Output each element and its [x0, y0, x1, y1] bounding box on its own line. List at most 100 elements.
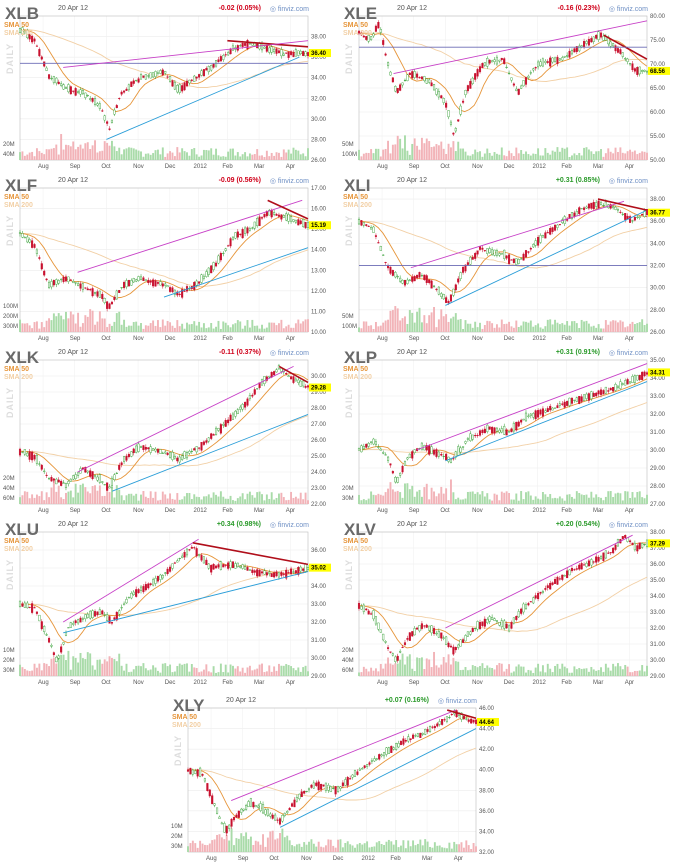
- last-price-box: [648, 208, 670, 217]
- candle-body: [404, 739, 407, 742]
- candle-body: [449, 458, 453, 463]
- candle-body: [377, 622, 380, 630]
- volume-bar: [299, 492, 302, 504]
- candle-body: [645, 209, 649, 216]
- candle-body: [183, 451, 186, 459]
- volume-bar: [481, 663, 484, 676]
- candle-body: [246, 398, 249, 406]
- volume-bar: [442, 316, 445, 332]
- candle-body: [220, 822, 223, 825]
- x-tick-label: 2012: [533, 336, 547, 342]
- candle-body: [462, 100, 465, 103]
- volume-bar: [103, 659, 106, 676]
- candle-body: [534, 67, 537, 69]
- volume-bar: [147, 153, 150, 160]
- volume-bar: [205, 150, 208, 160]
- trend-line-support: [106, 56, 300, 140]
- volume-bar: [505, 668, 508, 676]
- volume-bar: [212, 492, 215, 504]
- y-tick-label: 32.00: [479, 850, 495, 856]
- candle-body: [491, 616, 494, 620]
- candle-body: [181, 555, 184, 558]
- volume-bar: [387, 319, 390, 332]
- sma200-legend: SMA 200: [343, 546, 372, 553]
- volume-bar: [544, 672, 547, 676]
- volume-bar: [169, 493, 172, 504]
- candle-body: [483, 428, 486, 434]
- candle-body: [450, 713, 453, 715]
- candle-body: [411, 276, 414, 282]
- candle-body: [575, 211, 578, 216]
- candle-body: [304, 563, 307, 572]
- volume-bar: [445, 314, 448, 332]
- candle-body: [384, 53, 387, 56]
- x-tick-label: Mar: [254, 164, 264, 170]
- volume-bar: [233, 845, 235, 852]
- volume-bar: [152, 497, 155, 504]
- candle-body: [459, 639, 462, 647]
- volume-bar: [101, 318, 104, 332]
- volume-bar: [329, 839, 332, 852]
- candle-body: [585, 393, 588, 399]
- candle-body: [161, 452, 164, 454]
- volume-bar: [248, 491, 251, 504]
- candle-body: [537, 410, 540, 418]
- volume-bar: [607, 324, 610, 332]
- candle-body: [79, 89, 82, 95]
- volume-bar: [244, 499, 247, 504]
- volume-bar: [413, 671, 416, 676]
- volume-bar: [459, 499, 462, 504]
- candle-body: [486, 618, 489, 624]
- volume-bar: [433, 306, 435, 332]
- volume-bar: [207, 671, 210, 676]
- volume-bar: [624, 153, 627, 160]
- x-tick-label: Oct: [440, 680, 450, 686]
- volume-bar: [452, 141, 455, 160]
- volume-bar: [486, 148, 489, 160]
- candle-body: [244, 402, 247, 408]
- candle-body: [113, 297, 116, 300]
- candle-body: [423, 625, 426, 627]
- volume-bar: [57, 658, 60, 676]
- candle-body: [285, 52, 288, 54]
- volume-bar: [646, 665, 648, 676]
- volume-bar: [263, 328, 266, 332]
- candle-body: [149, 446, 152, 453]
- volume-bar: [479, 494, 481, 504]
- volume-bar: [111, 657, 113, 676]
- volume-bar: [202, 149, 205, 160]
- volume-bar: [469, 155, 472, 160]
- candle-body: [474, 435, 477, 437]
- volume-bar: [239, 496, 242, 504]
- last-price-box: [648, 66, 670, 75]
- candle-body: [50, 78, 53, 80]
- last-price-label: 44.64: [479, 720, 495, 726]
- volume-bar: [575, 323, 578, 332]
- volume-bar: [483, 325, 486, 332]
- candle-body: [268, 209, 271, 216]
- candle-body: [587, 203, 590, 209]
- volume-bar: [292, 327, 295, 332]
- volume-bar: [19, 152, 21, 160]
- volume-bar: [270, 671, 273, 676]
- volume-bar: [303, 842, 306, 852]
- candle-body: [454, 284, 457, 291]
- candle-body: [520, 608, 523, 614]
- volume-tick-label: 60M: [342, 668, 354, 674]
- candle-body: [292, 376, 295, 383]
- date-label: 20 Apr 12: [226, 697, 256, 704]
- y-tick-label: 24.00: [311, 470, 327, 476]
- candle-body: [443, 719, 446, 721]
- candle-body: [86, 613, 89, 618]
- volume-bar: [195, 154, 198, 160]
- volume-bar: [275, 152, 278, 160]
- y-tick-label: 30.00: [311, 374, 327, 380]
- y-tick-label: 38.00: [311, 35, 327, 41]
- volume-bar: [619, 666, 622, 676]
- candle-body: [551, 227, 554, 232]
- candle-body: [55, 279, 58, 285]
- plot-border: [187, 707, 477, 853]
- sma50-legend: SMA 50: [4, 538, 30, 545]
- x-tick-label: Mar: [254, 508, 264, 514]
- volume-bar: [35, 494, 38, 504]
